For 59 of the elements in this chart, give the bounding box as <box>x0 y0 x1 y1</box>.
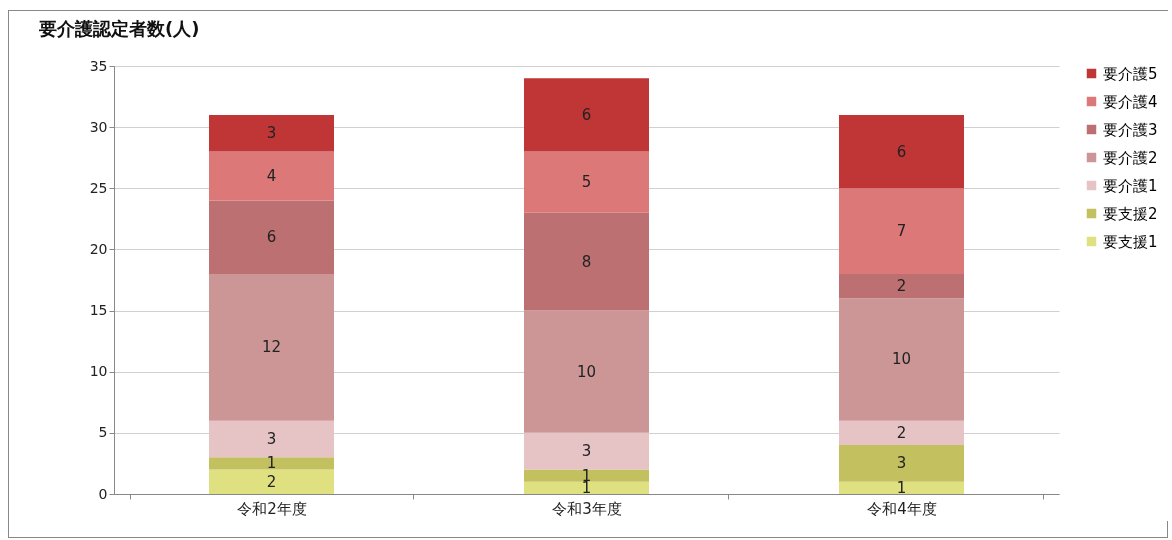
y-tick-label: 10 <box>89 363 108 380</box>
bar <box>839 481 964 494</box>
x-tick-label: 令和3年度 <box>552 499 622 518</box>
y-tick-label: 20 <box>89 240 108 257</box>
data-label: 5 <box>581 173 592 192</box>
data-label: 10 <box>576 362 597 381</box>
bar <box>209 151 334 201</box>
data-label: 12 <box>261 338 282 357</box>
y-tick-label: 25 <box>89 179 108 196</box>
bar <box>839 273 964 299</box>
data-label: 6 <box>896 142 907 161</box>
data-label: 6 <box>266 228 277 247</box>
data-label: 3 <box>581 442 592 461</box>
bar <box>524 151 649 213</box>
bar <box>839 298 964 421</box>
bar <box>839 188 964 274</box>
y-tick-label: 35 <box>89 57 108 74</box>
bar <box>209 273 334 421</box>
data-label: 4 <box>266 167 277 186</box>
data-label: 1 <box>896 478 907 497</box>
data-label: 10 <box>891 350 912 369</box>
bar <box>839 445 964 482</box>
legend-label: 要介護4 <box>1103 92 1158 111</box>
chart-title: 要介護認定者数(人) <box>38 18 200 39</box>
data-label: 8 <box>581 252 592 271</box>
x-tick-label: 令和2年度 <box>237 499 307 518</box>
legend-label: 要介護2 <box>1103 148 1158 167</box>
data-label: 3 <box>896 454 907 473</box>
data-label: 2 <box>896 277 907 296</box>
legend-label: 要介護5 <box>1103 64 1158 83</box>
bar <box>209 469 334 494</box>
data-label: 2 <box>266 472 277 491</box>
legend-label: 要介護1 <box>1103 176 1158 195</box>
bar <box>839 114 964 189</box>
data-label: 6 <box>581 105 592 124</box>
data-label: 3 <box>266 124 277 143</box>
bar <box>524 432 649 470</box>
y-tick-label: 15 <box>89 302 108 319</box>
bar <box>209 200 334 274</box>
bar <box>209 420 334 458</box>
bar <box>209 114 334 152</box>
y-tick-label: 30 <box>89 118 108 135</box>
bar <box>524 469 649 482</box>
bar <box>524 212 649 311</box>
legend-label: 要支援2 <box>1103 204 1158 223</box>
bar <box>524 481 649 494</box>
data-label: 2 <box>896 423 907 442</box>
y-tick-label: 5 <box>98 424 108 441</box>
legend-label: 要支援1 <box>1103 232 1158 251</box>
data-label: 7 <box>896 222 907 241</box>
bar <box>209 457 334 470</box>
y-tick-label: 0 <box>98 485 108 502</box>
x-tick-label: 令和4年度 <box>867 499 937 518</box>
data-label: 3 <box>266 429 277 448</box>
data-label: 1 <box>266 454 277 473</box>
legend-label: 要介護3 <box>1103 120 1158 139</box>
bar <box>524 78 649 152</box>
bar <box>839 420 964 446</box>
bar <box>524 310 649 433</box>
